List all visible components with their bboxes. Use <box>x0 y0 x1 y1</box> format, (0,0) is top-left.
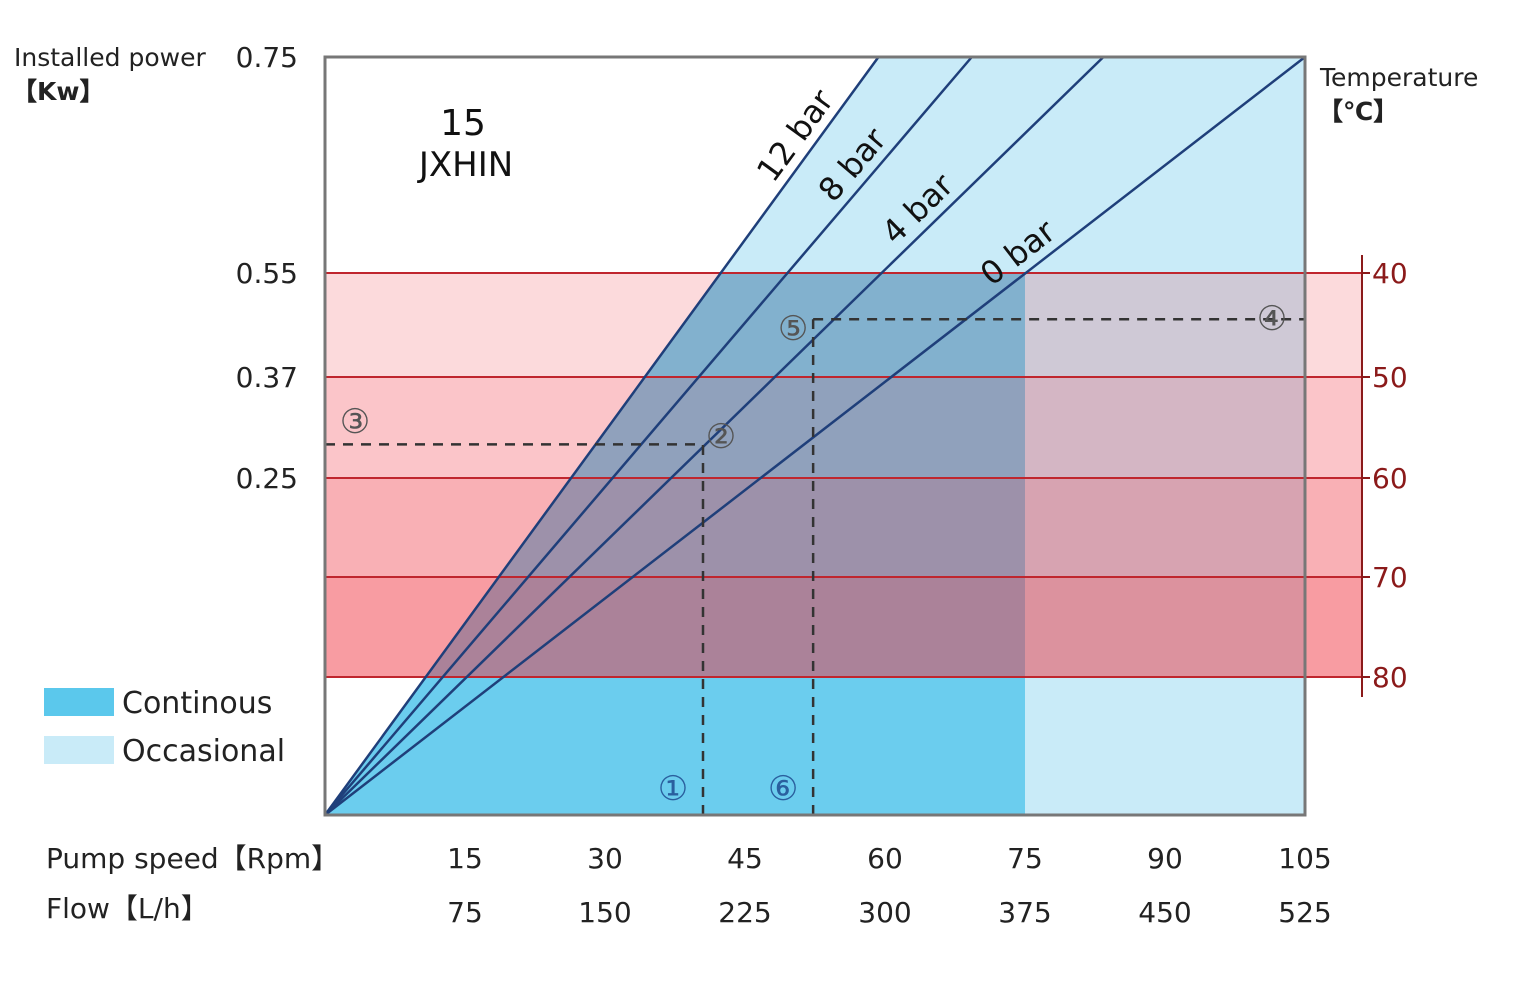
flow-tick-label: 300 <box>858 896 911 929</box>
flow-tick-label: 75 <box>447 896 483 929</box>
flow-tick-label: 375 <box>998 896 1051 929</box>
brand-label: JXHIN <box>417 145 513 185</box>
annotation-marker: ⑥ <box>768 769 798 809</box>
plot-frame <box>323 55 1307 817</box>
power-tick-label: 0.25 <box>236 462 298 495</box>
flow-axis-label: Flow【L/h】 <box>46 892 209 925</box>
power-tick-label: 0.37 <box>236 361 298 394</box>
legend-swatch <box>44 688 114 716</box>
temperature-tick-label: 60 <box>1372 462 1408 495</box>
speed-tick-label: 75 <box>1007 842 1043 875</box>
annotation-marker: ② <box>706 417 736 457</box>
speed-tick-label: 15 <box>447 842 483 875</box>
temperature-tick-label: 40 <box>1372 257 1408 290</box>
legend-swatch <box>44 736 114 764</box>
power-axis-unit: 【Kw】 <box>12 77 104 106</box>
flow-tick-label: 525 <box>1278 896 1331 929</box>
power-axis-label: Installed power <box>14 43 206 72</box>
temperature-tick-label: 70 <box>1372 561 1408 594</box>
temperature-band <box>325 377 1362 478</box>
pressure-line <box>324 56 1306 816</box>
pressure-line <box>324 56 973 816</box>
speed-tick-label: 60 <box>867 842 903 875</box>
temperature-tick-label: 50 <box>1372 361 1408 394</box>
flow-tick-label: 450 <box>1138 896 1191 929</box>
pressure-line <box>324 56 1105 816</box>
speed-tick-label: 45 <box>727 842 763 875</box>
model-number: 15 <box>440 103 486 144</box>
pressure-line <box>323 56 880 816</box>
legend-label: Occasional <box>122 734 285 769</box>
annotation-marker: ③ <box>340 402 370 442</box>
speed-tick-label: 105 <box>1278 842 1331 875</box>
speed-tick-label: 30 <box>587 842 623 875</box>
temperature-band <box>325 478 1362 577</box>
speed-axis-label: Pump speed【Rpm】 <box>46 842 339 875</box>
annotation-marker: ④ <box>1257 299 1287 339</box>
power-tick-label: 0.55 <box>236 257 298 290</box>
annotation-marker: ⑤ <box>778 309 808 349</box>
temperature-tick-label: 80 <box>1372 661 1408 694</box>
temperature-axis-label: Temperature <box>1319 63 1478 92</box>
legend-label: Continous <box>122 686 272 721</box>
power-tick-label: 0.75 <box>236 41 298 74</box>
temperature-axis-unit: 【℃】 <box>1318 97 1398 126</box>
flow-tick-label: 150 <box>578 896 631 929</box>
speed-tick-label: 90 <box>1147 842 1183 875</box>
annotation-marker: ① <box>658 769 688 809</box>
temperature-band <box>325 577 1362 677</box>
flow-tick-label: 225 <box>718 896 771 929</box>
temperature-band <box>325 273 1362 377</box>
